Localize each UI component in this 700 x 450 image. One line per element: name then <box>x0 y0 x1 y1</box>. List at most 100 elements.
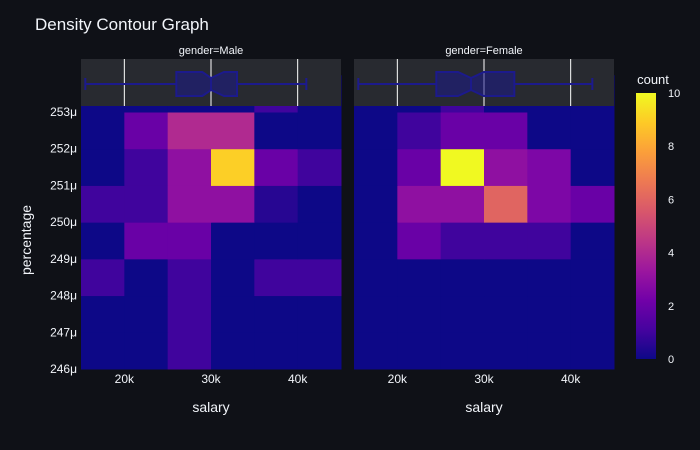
heatmap-cell <box>397 332 442 370</box>
facet-label-1: gender=Female <box>445 45 522 57</box>
y-axis-label: percentage <box>18 205 34 275</box>
heatmap-cell <box>254 222 299 260</box>
heatmap-cell <box>167 258 212 297</box>
heatmap-cell <box>570 295 615 333</box>
heatmap-cell <box>124 148 169 186</box>
heatmap-cell <box>440 222 485 260</box>
heatmap-cell <box>527 258 572 297</box>
heatmap-cell <box>124 332 169 370</box>
heatmap-cell <box>81 332 125 370</box>
heatmap-cell <box>440 148 485 186</box>
heatmap-cell <box>440 332 485 370</box>
heatmap-cell <box>397 222 442 260</box>
heatmap-cell <box>81 112 125 150</box>
heatmap-cell <box>527 332 572 370</box>
heatmap-cell <box>297 332 342 370</box>
heatmap-cell <box>354 222 398 260</box>
heatmap-cell <box>211 332 255 370</box>
heatmap-cell <box>570 332 615 370</box>
y-tick-label: 249μ <box>50 252 77 266</box>
heatmap-cell <box>254 185 299 223</box>
colorbar-tick-label: 4 <box>668 248 674 260</box>
heatmap-cell <box>354 148 398 186</box>
heatmap-cell <box>570 258 615 297</box>
heatmap-cell <box>254 332 299 370</box>
heatmap-cell <box>354 185 398 223</box>
heatmap-cell <box>354 112 398 150</box>
heatmap-cell <box>484 222 528 260</box>
y-tick-label: 252μ <box>50 142 77 156</box>
heatmap-cell <box>167 332 212 370</box>
heatmap-cell <box>81 148 125 186</box>
heatmap-cell <box>440 185 485 223</box>
heatmap-cell <box>397 295 442 333</box>
heatmap-cell <box>527 148 572 186</box>
heatmap-cell <box>484 295 528 333</box>
heatmap-cell <box>527 185 572 223</box>
x-axis-label-male: salary <box>192 399 229 415</box>
heatmap-cell <box>81 258 125 297</box>
heatmap-cell <box>297 258 342 297</box>
heatmap-cell <box>124 258 169 297</box>
y-tick-label: 250μ <box>50 215 77 229</box>
heatmap-cell <box>354 258 398 297</box>
heatmap-cell <box>354 332 398 370</box>
heatmap-cell <box>484 332 528 370</box>
heatmap-cell <box>167 148 212 186</box>
heatmap-cell <box>167 222 212 260</box>
y-tick-label: 247μ <box>50 325 77 339</box>
chart-title: Density Contour Graph <box>35 15 209 34</box>
x-axis-label-female: salary <box>465 399 502 415</box>
heatmap-cell <box>297 112 342 150</box>
notched-box <box>435 71 516 97</box>
x-tick-label: 20k <box>388 372 408 386</box>
heatmap-cell <box>167 185 212 223</box>
colorbar <box>636 93 656 359</box>
heatmap-cell <box>167 295 212 333</box>
heatmap-cell <box>297 295 342 333</box>
notched-box <box>175 71 238 97</box>
heatmap-cell <box>254 148 299 186</box>
heatmap-cell <box>440 295 485 333</box>
heatmap-cell <box>527 295 572 333</box>
y-tick-label: 246μ <box>50 362 77 376</box>
heatmap-cell <box>211 222 255 260</box>
heatmap-cell <box>211 112 255 150</box>
heatmap-cell <box>211 148 255 186</box>
heatmap-cell <box>124 295 169 333</box>
heatmap-cell <box>354 295 398 333</box>
heatmap-cell <box>570 148 615 186</box>
heatmap-cell <box>297 185 342 223</box>
plot-layer: gender=Male 20k 30k 40k gender=Female 20k 30k 4… <box>50 45 680 386</box>
heatmap-cell <box>124 185 169 223</box>
heatmap-cell <box>397 112 442 150</box>
facet-label-0: gender=Male <box>179 45 244 57</box>
x-tick-label: 30k <box>474 372 494 386</box>
heatmap-cell <box>81 185 125 223</box>
heatmap-cell <box>570 185 615 223</box>
heatmap-cell <box>124 112 169 150</box>
heatmap-cell <box>397 148 442 186</box>
heatmap-cell <box>484 148 528 186</box>
colorbar-tick-label: 2 <box>668 301 674 313</box>
heatmap-cell <box>440 258 485 297</box>
heatmap-cell <box>81 295 125 333</box>
x-tick-label: 20k <box>115 372 135 386</box>
heatmap-cell <box>81 222 125 260</box>
heatmap-cell <box>124 222 169 260</box>
y-tick-label: 253μ <box>50 105 77 119</box>
heatmap-cell <box>211 258 255 297</box>
heatmap-cell <box>254 112 299 150</box>
y-tick-label: 251μ <box>50 178 77 192</box>
heatmap-cell <box>527 222 572 260</box>
heatmap-cell <box>484 258 528 297</box>
x-tick-label: 40k <box>288 372 308 386</box>
heatmap-cell <box>297 222 342 260</box>
heatmap-cell <box>211 295 255 333</box>
heatmap-cell <box>254 295 299 333</box>
heatmap-cell <box>484 185 528 223</box>
heatmap-cell <box>527 112 572 150</box>
heatmap-cell <box>397 185 442 223</box>
y-tick-label: 248μ <box>50 289 77 303</box>
